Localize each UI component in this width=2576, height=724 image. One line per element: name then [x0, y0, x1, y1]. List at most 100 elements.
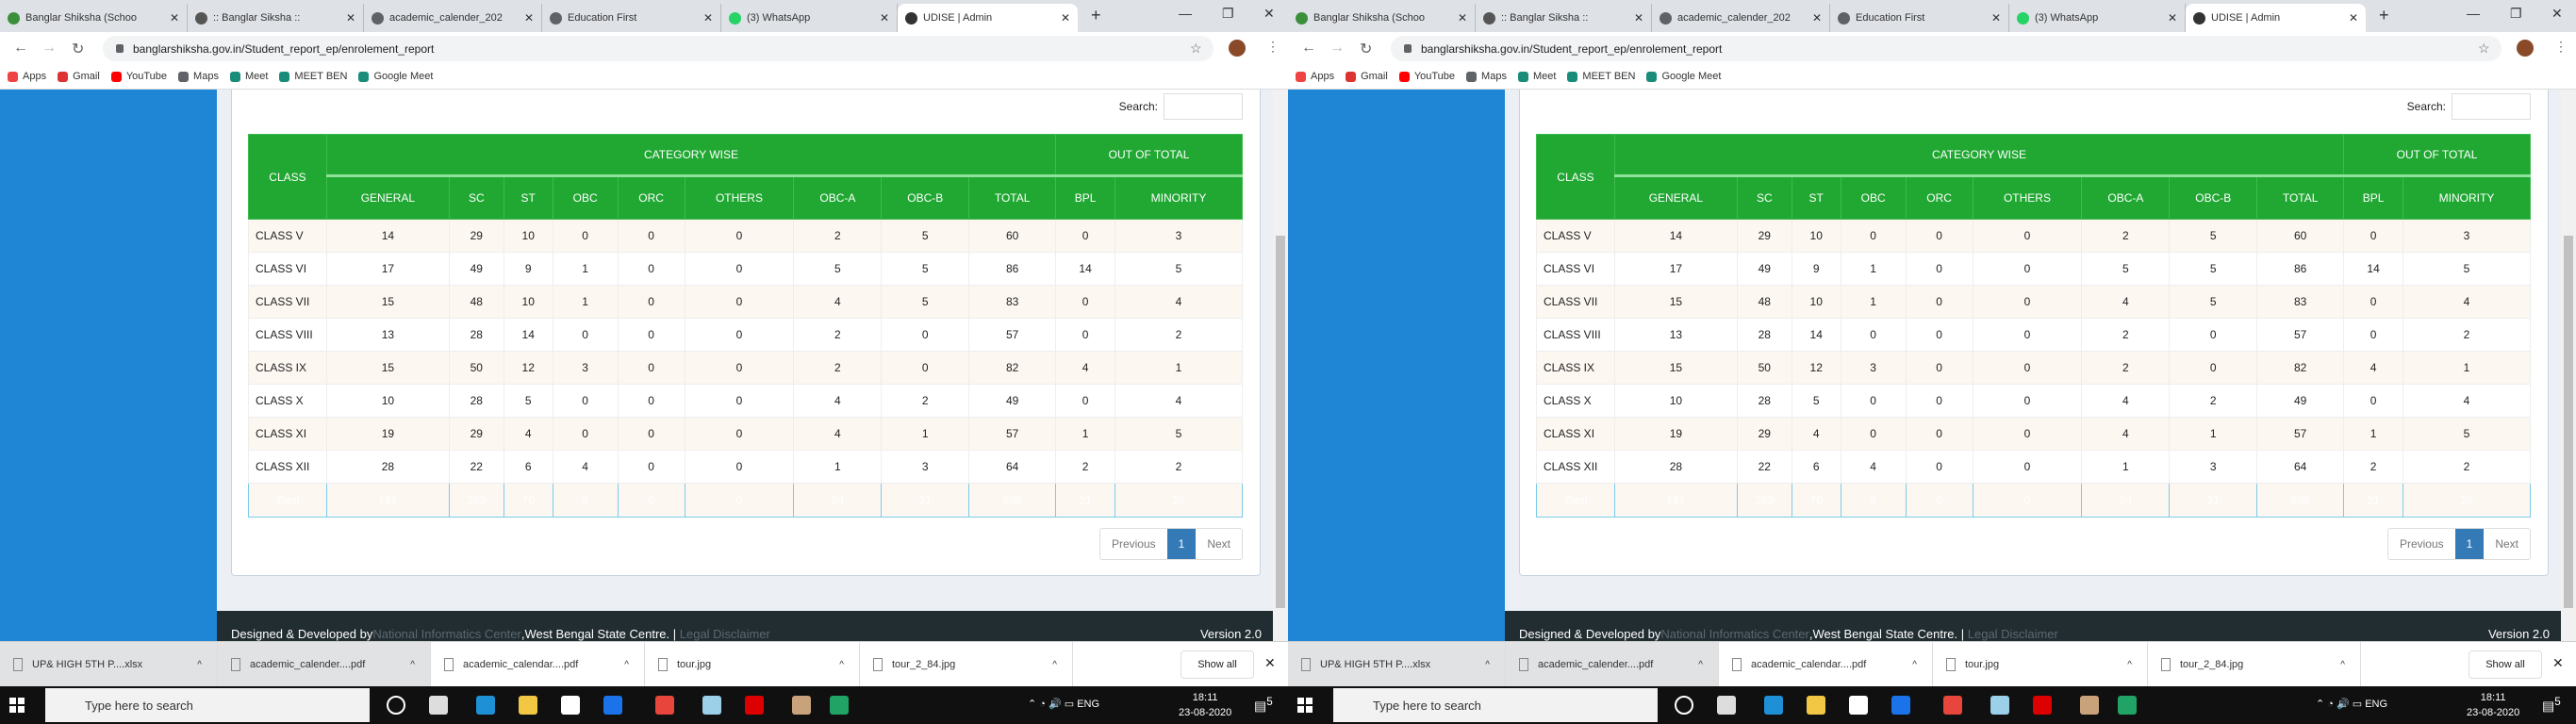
taskbar-app-icon[interactable]	[2080, 696, 2099, 715]
show-all-button[interactable]: Show all	[1181, 650, 1254, 679]
close-tab-icon[interactable]: ✕	[169, 11, 179, 25]
minimize-button[interactable]: —	[2467, 6, 2480, 21]
chevron-up-icon[interactable]: ^	[1912, 659, 1917, 670]
download-item[interactable]: tour.jpg ^	[1933, 642, 2148, 687]
download-item[interactable]: tour_2_84.jpg ^	[2148, 642, 2361, 687]
browser-tab[interactable]: (3) WhatsApp ✕	[2009, 4, 2186, 32]
search-input[interactable]	[1164, 93, 1243, 120]
bookmark-item[interactable]: Apps	[1296, 71, 1334, 82]
nic-link[interactable]: National Informatics Center	[1660, 627, 1809, 641]
taskbar-app-icon[interactable]	[1849, 696, 1868, 715]
browser-tab[interactable]: (3) WhatsApp ✕	[721, 4, 898, 32]
close-tab-icon[interactable]: ✕	[1990, 11, 2001, 25]
close-tab-icon[interactable]: ✕	[2167, 11, 2177, 25]
bookmark-item[interactable]: Gmail	[58, 71, 100, 82]
clock[interactable]: 18:11 23-08-2020	[2467, 692, 2520, 718]
page-1-button[interactable]: 1	[2454, 529, 2485, 559]
url-field[interactable]: banglarshiksha.gov.in/Student_report_ep/…	[103, 36, 1214, 61]
menu-icon[interactable]: ⋮	[1266, 39, 1280, 54]
restore-button[interactable]: ❐	[2510, 6, 2522, 21]
close-downloads-icon[interactable]: ✕	[1264, 655, 1276, 670]
forward-icon[interactable]: →	[41, 40, 57, 56]
taskbar-app-icon[interactable]	[702, 696, 721, 715]
download-item[interactable]: academic_calender....pdf ^	[218, 642, 431, 687]
new-tab-button[interactable]: +	[1091, 6, 1101, 25]
search-input[interactable]	[2452, 93, 2531, 120]
menu-icon[interactable]: ⋮	[2554, 39, 2568, 54]
chevron-up-icon[interactable]: ^	[1052, 659, 1057, 670]
taskbar-app-icon[interactable]	[655, 696, 674, 715]
bookmark-item[interactable]: YouTube	[1398, 71, 1455, 82]
taskbar-app-icon[interactable]	[1717, 696, 1736, 715]
previous-button[interactable]: Previous	[1111, 537, 1156, 551]
download-item[interactable]: academic_calendar....pdf ^	[1719, 642, 1933, 687]
notification-icon[interactable]: ▤5	[1254, 696, 1273, 714]
bookmark-item[interactable]: Maps	[178, 71, 219, 82]
taskbar-app-icon[interactable]	[830, 696, 849, 715]
new-tab-button[interactable]: +	[2379, 6, 2389, 25]
bookmark-star-icon[interactable]: ☆	[2478, 41, 2490, 56]
taskbar-app-icon[interactable]	[1675, 696, 1693, 715]
browser-tab[interactable]: UDISE | Admin ✕	[898, 4, 1078, 32]
nic-link[interactable]: National Informatics Center	[372, 627, 521, 641]
bookmark-item[interactable]: Maps	[1466, 71, 1507, 82]
legal-disclaimer-link[interactable]: Legal Disclaimer	[679, 627, 770, 641]
taskbar-app-icon[interactable]	[792, 696, 811, 715]
close-tab-icon[interactable]: ✕	[1633, 11, 1643, 25]
next-button[interactable]: Next	[2495, 537, 2518, 551]
close-tab-icon[interactable]: ✕	[1060, 11, 1070, 25]
reload-icon[interactable]: ↻	[72, 41, 85, 58]
bookmark-item[interactable]: Apps	[8, 71, 46, 82]
close-window-button[interactable]: ✕	[1263, 6, 1275, 21]
taskbar-app-icon[interactable]	[429, 696, 448, 715]
scrollbar[interactable]	[1273, 90, 1288, 641]
chevron-up-icon[interactable]: ^	[410, 659, 415, 670]
taskbar-app-icon[interactable]	[1764, 696, 1783, 715]
windows-start-icon[interactable]	[1297, 698, 1313, 713]
bookmark-item[interactable]: YouTube	[110, 71, 167, 82]
bookmark-item[interactable]: Meet	[1517, 71, 1556, 82]
download-item[interactable]: UP& HIGH 5TH P....xlsx ^	[1288, 642, 1506, 687]
download-item[interactable]: academic_calender....pdf ^	[1506, 642, 1719, 687]
browser-tab[interactable]: Banglar Shiksha (Schoo ✕	[1288, 4, 1476, 32]
chevron-up-icon[interactable]: ^	[1485, 659, 1490, 670]
bookmark-item[interactable]: Gmail	[1346, 71, 1388, 82]
minimize-button[interactable]: —	[1179, 6, 1192, 21]
close-downloads-icon[interactable]: ✕	[2552, 655, 2564, 670]
download-item[interactable]: UP& HIGH 5TH P....xlsx ^	[0, 642, 218, 687]
scrollbar[interactable]	[2561, 90, 2576, 641]
taskbar-app-icon[interactable]	[2033, 696, 2052, 715]
forward-icon[interactable]: →	[1329, 40, 1345, 56]
system-tray[interactable]: ⌃ ◔ 🔊 ▭ ENG	[1028, 699, 1100, 710]
chevron-up-icon[interactable]: ^	[1698, 659, 1703, 670]
reload-icon[interactable]: ↻	[1360, 41, 1373, 58]
restore-button[interactable]: ❐	[1222, 6, 1234, 21]
browser-tab[interactable]: :: Banglar Siksha :: ✕	[1476, 4, 1652, 32]
bookmark-item[interactable]: Google Meet	[1646, 71, 1721, 82]
show-all-button[interactable]: Show all	[2469, 650, 2542, 679]
taskbar-app-icon[interactable]	[476, 696, 495, 715]
bookmark-item[interactable]: Meet	[229, 71, 268, 82]
browser-tab[interactable]: :: Banglar Siksha :: ✕	[188, 4, 364, 32]
download-item[interactable]: tour_2_84.jpg ^	[860, 642, 1073, 687]
close-tab-icon[interactable]: ✕	[702, 11, 713, 25]
windows-start-icon[interactable]	[9, 698, 25, 713]
close-tab-icon[interactable]: ✕	[1811, 11, 1822, 25]
back-icon[interactable]: ←	[13, 40, 28, 56]
taskbar-app-icon[interactable]	[1943, 696, 1962, 715]
bookmark-item[interactable]: MEET BEN	[1567, 71, 1635, 82]
profile-avatar[interactable]	[2517, 40, 2534, 57]
browser-tab[interactable]: Education First ✕	[542, 4, 721, 32]
taskbar-app-icon[interactable]	[519, 696, 537, 715]
taskbar-app-icon[interactable]	[745, 696, 764, 715]
chevron-up-icon[interactable]: ^	[624, 659, 629, 670]
page-1-button[interactable]: 1	[1166, 529, 1197, 559]
close-tab-icon[interactable]: ✕	[523, 11, 534, 25]
browser-tab[interactable]: academic_calender_202 ✕	[1652, 4, 1830, 32]
browser-tab[interactable]: Education First ✕	[1830, 4, 2009, 32]
url-field[interactable]: banglarshiksha.gov.in/Student_report_ep/…	[1391, 36, 2502, 61]
taskbar-app-icon[interactable]	[387, 696, 405, 715]
taskbar-app-icon[interactable]	[1990, 696, 2009, 715]
bookmark-star-icon[interactable]: ☆	[1190, 41, 1202, 56]
close-tab-icon[interactable]: ✕	[879, 11, 889, 25]
